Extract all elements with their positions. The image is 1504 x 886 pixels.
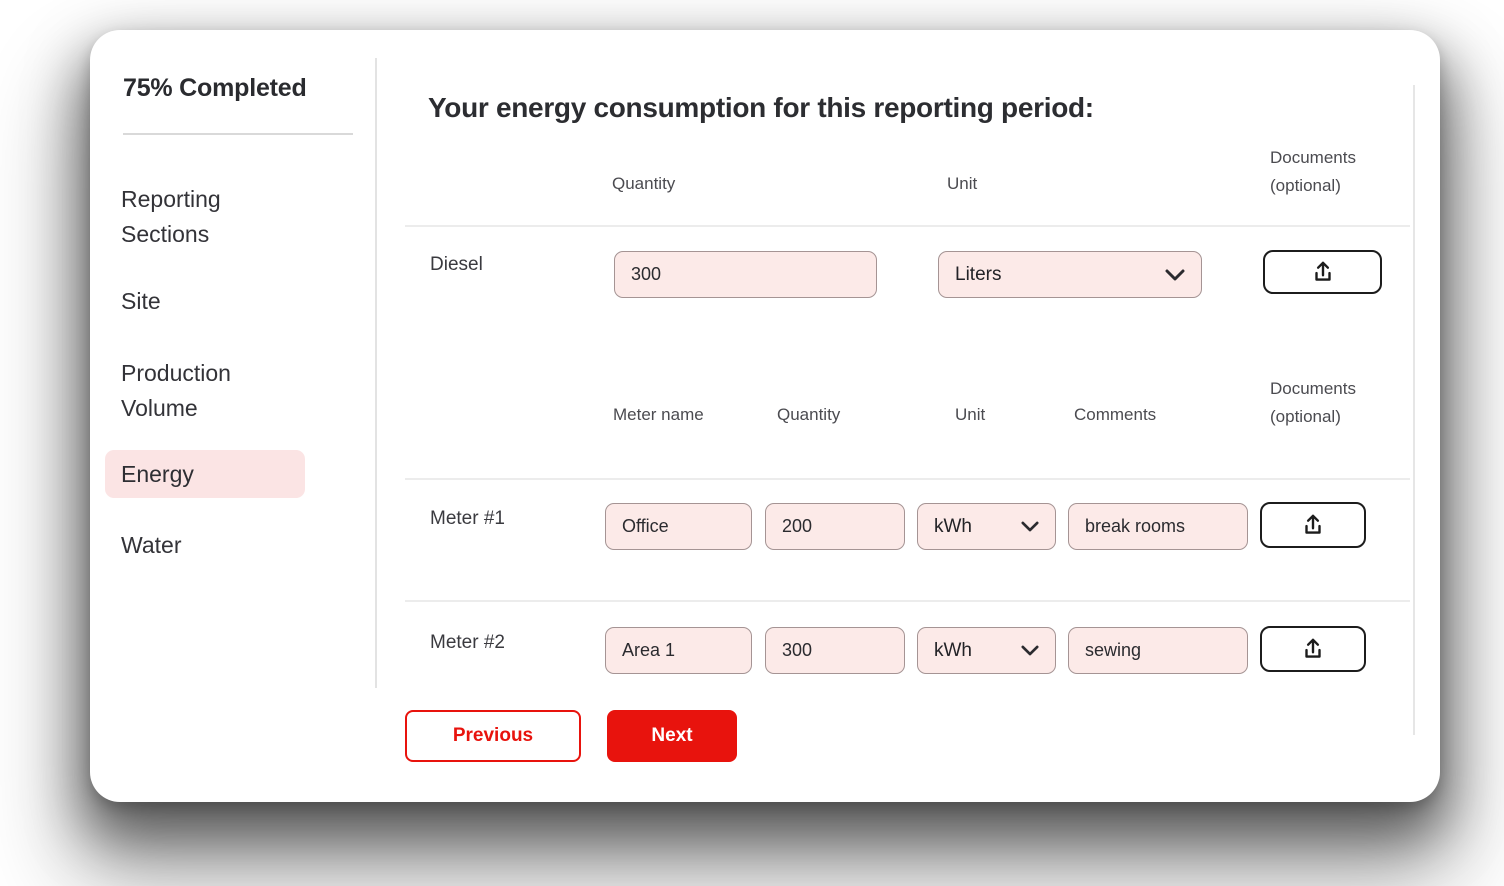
meter-header-comments: Comments [1074, 405, 1157, 424]
meter-header-documents: Documents (optional) [1270, 375, 1356, 431]
upload-icon [1314, 261, 1331, 281]
meter2-quantity-input[interactable] [765, 627, 905, 674]
sidebar-item-reporting-sections[interactable]: Reporting Sections [121, 186, 221, 247]
meter1-quantity-input[interactable] [765, 503, 905, 550]
meter2-unit-select[interactable]: kWh [917, 627, 1056, 674]
meter1-upload-button[interactable] [1260, 502, 1366, 548]
meter1-comments-input[interactable] [1068, 503, 1248, 550]
chevron-down-icon [1165, 269, 1185, 280]
sidebar-item-label: Energy [121, 460, 194, 487]
fuel-header-quantity: Quantity [612, 174, 676, 193]
sidebar-item-site[interactable]: Site [121, 288, 161, 314]
fuel-row-label-diesel: Diesel [430, 254, 483, 275]
meter-header-name: Meter name [613, 405, 704, 424]
fuel-header-documents-line2: (optional) [1270, 176, 1341, 195]
upload-icon [1305, 514, 1321, 534]
meter-header-unit: Unit [955, 405, 986, 424]
meter-header-documents-line1: Documents [1270, 379, 1356, 398]
chevron-down-icon [1021, 645, 1039, 656]
meter2-unit-value: kWh [934, 639, 972, 661]
previous-button[interactable]: Previous [405, 710, 581, 762]
meter1-name-input[interactable] [605, 503, 752, 550]
fuel-header-documents: Documents (optional) [1270, 144, 1356, 200]
meter-header-quantity: Quantity [777, 405, 841, 424]
divider [405, 225, 1410, 227]
meter-header-documents-line2: (optional) [1270, 407, 1341, 426]
diesel-quantity-input[interactable] [614, 251, 877, 298]
diesel-unit-value: Liters [955, 263, 1002, 285]
meter-row-label-2: Meter #2 [430, 632, 505, 653]
chevron-down-icon [1021, 521, 1039, 532]
report-form-card: 75% Completed Reporting Sections Site Pr… [90, 30, 1440, 802]
meter1-unit-select[interactable]: kWh [917, 503, 1056, 550]
meter2-name-input[interactable] [605, 627, 752, 674]
next-button[interactable]: Next [607, 710, 737, 762]
upload-icon [1305, 638, 1321, 658]
meter1-unit-value: kWh [934, 515, 972, 537]
sidebar-divider [375, 58, 377, 688]
meter-row-label-1: Meter #1 [430, 508, 505, 529]
meter2-comments-input[interactable] [1068, 627, 1248, 674]
sidebar-item-energy[interactable]: Energy [105, 450, 305, 498]
divider [405, 600, 1410, 602]
diesel-unit-select[interactable]: Liters [938, 251, 1202, 298]
divider [405, 478, 1410, 480]
diesel-upload-button[interactable] [1263, 250, 1382, 294]
page-title: Your energy consumption for this reporti… [428, 92, 1094, 123]
progress-label: 75% Completed [123, 74, 307, 102]
scrollbar-track[interactable] [1413, 85, 1415, 735]
meter2-upload-button[interactable] [1260, 626, 1366, 672]
fuel-header-unit: Unit [947, 174, 978, 193]
sidebar-item-production-volume[interactable]: Production Volume [121, 360, 231, 421]
fuel-header-documents-line1: Documents [1270, 148, 1356, 167]
progress-divider [123, 133, 353, 135]
sidebar-item-water[interactable]: Water [121, 532, 182, 558]
